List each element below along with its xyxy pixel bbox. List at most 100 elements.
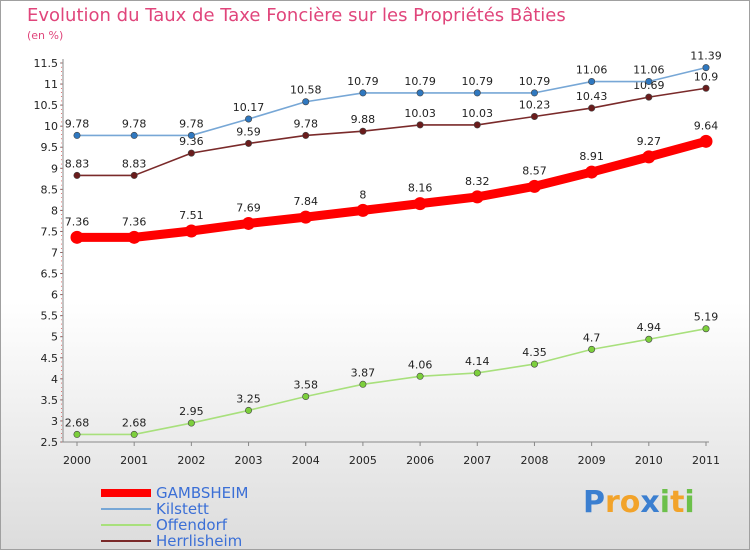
data-label-herrlisheim: 10.43 [576,90,608,103]
y-tick-label: 7.5 [41,225,59,238]
logo-letter: i [659,485,671,520]
data-label-gambsheim: 7.51 [179,209,204,222]
data-point-kilstett [130,131,138,139]
data-label-offendorf: 2.68 [65,416,90,429]
data-label-kilstett: 11.06 [633,64,665,77]
data-label-gambsheim: 8.32 [465,175,490,188]
data-label-gambsheim: 7.36 [65,215,90,228]
y-tick-label: 8.5 [41,183,59,196]
data-point-kilstett [302,98,310,106]
legend-label-kilstett: Kilstett [156,500,209,518]
y-tick-label: 3.5 [41,394,59,407]
data-label-herrlisheim: 9.78 [293,117,318,130]
legend-swatch-offendorf [101,524,151,526]
x-tick-label: 2000 [63,454,91,467]
data-point-kilstett [530,89,538,97]
data-label-kilstett: 11.39 [690,50,722,63]
data-label-gambsheim: 7.36 [122,215,147,228]
data-point-offendorf [245,406,253,414]
x-tick-label: 2006 [406,454,434,467]
data-label-offendorf: 2.95 [179,405,204,418]
x-tick-label: 2009 [578,454,606,467]
legend-swatch-gambsheim [101,489,151,497]
data-point-offendorf [73,430,81,438]
data-label-herrlisheim: 10.69 [633,79,665,92]
proxiti-logo: Proxiti [583,485,695,520]
x-tick-label: 2002 [177,454,205,467]
logo-letter: t [670,485,685,520]
data-label-kilstett: 10.79 [347,75,379,88]
data-label-herrlisheim: 8.83 [122,157,147,170]
series-line-gambsheim [72,136,711,242]
data-point-offendorf [302,393,310,401]
data-point-offendorf [187,419,195,427]
x-tick-label: 2010 [635,454,663,467]
logo-letter: o [619,485,641,520]
legend-label-herrlisheim: Herrlisheim [156,532,243,550]
data-point-gambsheim [585,165,599,179]
data-label-kilstett: 10.17 [233,101,265,114]
data-label-kilstett: 10.79 [519,75,551,88]
data-label-kilstett: 9.78 [179,117,204,130]
series-line-offendorf [76,327,707,436]
logo-letter: x [640,485,660,520]
data-label-herrlisheim: 9.88 [351,113,376,126]
data-point-herrlisheim [530,112,538,120]
data-label-herrlisheim: 9.59 [236,125,261,138]
data-point-gambsheim [527,179,541,193]
data-point-offendorf [702,325,710,333]
x-tick-label: 2011 [692,454,720,467]
data-label-gambsheim: 8.57 [522,164,547,177]
data-point-offendorf [473,369,481,377]
data-point-gambsheim [127,230,141,244]
y-tick-label: 9.5 [41,141,59,154]
data-point-kilstett [645,78,653,86]
y-tick-label: 11 [44,78,58,91]
data-label-gambsheim: 9.64 [694,119,719,132]
y-tick-label: 5 [51,331,58,344]
data-point-kilstett [588,78,596,86]
data-point-kilstett [359,89,367,97]
data-point-herrlisheim [588,104,596,112]
logo-letter: P [583,485,605,520]
data-label-gambsheim: 8 [359,188,366,201]
data-point-offendorf [359,380,367,388]
data-point-herrlisheim [302,131,310,139]
data-label-offendorf: 4.06 [408,358,433,371]
data-point-gambsheim [642,150,656,164]
y-tick-label: 2.5 [41,436,59,449]
y-tick-label: 10.5 [34,99,59,112]
y-tick-label: 7 [51,247,58,260]
data-label-offendorf: 4.7 [583,331,601,344]
data-point-kilstett [187,131,195,139]
data-label-herrlisheim: 10.03 [404,107,436,120]
y-tick-label: 10 [44,120,58,133]
series-line-kilstett [76,66,707,137]
data-point-gambsheim [184,224,198,238]
data-point-offendorf [588,345,596,353]
data-point-kilstett [473,89,481,97]
data-label-gambsheim: 7.84 [293,195,318,208]
data-label-offendorf: 4.35 [522,346,547,359]
unit-label: (en %) [27,29,64,42]
data-label-gambsheim: 7.69 [236,201,261,214]
y-tick-label: 4.5 [41,352,59,365]
data-label-gambsheim: 8.91 [579,150,604,163]
y-tick-label: 5.5 [41,310,59,323]
data-label-offendorf: 4.94 [637,321,662,334]
logo-letter: i [684,485,695,520]
data-point-kilstett [245,115,253,123]
data-label-kilstett: 9.78 [122,117,147,130]
legend-swatch-herrlisheim [101,540,151,542]
data-point-gambsheim [470,190,484,204]
data-point-kilstett [702,64,710,72]
data-label-herrlisheim: 10.9 [694,70,719,83]
data-label-kilstett: 10.79 [462,75,494,88]
data-point-gambsheim [70,230,84,244]
data-point-herrlisheim [73,171,81,179]
y-tick-label: 8 [51,204,58,217]
data-point-offendorf [130,430,138,438]
data-label-kilstett: 10.79 [404,75,436,88]
